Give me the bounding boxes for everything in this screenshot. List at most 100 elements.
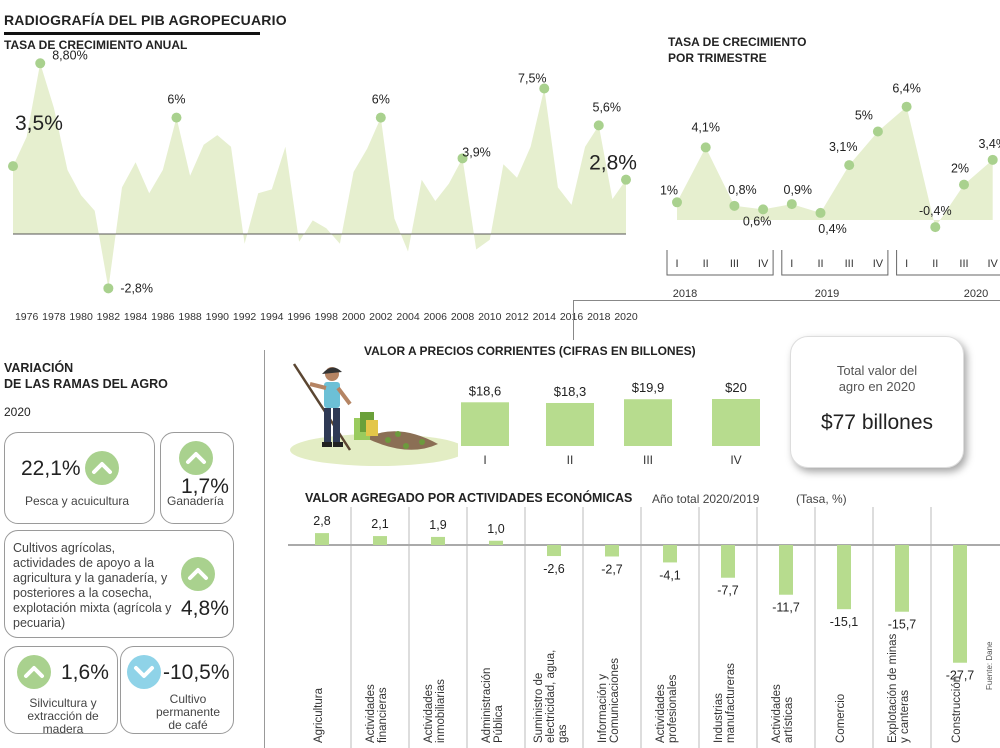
agregado-bar-label: 2,8: [313, 514, 330, 528]
annual-tick-label: 1998: [315, 311, 339, 323]
agregado-bar: [779, 545, 793, 595]
quarterly-point-label: 0,4%: [818, 222, 847, 236]
agregado-bar: [721, 545, 735, 578]
agregado-bar-label: -15,7: [888, 618, 917, 632]
quarterly-year-label: 2020: [964, 288, 988, 300]
total-card: Total valor del agro en 2020 $77 billone…: [790, 336, 964, 468]
rama-label: Cultivo permanente de café: [155, 692, 221, 732]
valor-category-label: I: [483, 453, 486, 467]
quarter-label: III: [959, 258, 968, 270]
annual-tick-label: 1978: [42, 311, 66, 323]
annual-point: [457, 153, 468, 164]
annual-tick-label: 2018: [587, 311, 611, 323]
valor-bar-label: $18,3: [554, 384, 587, 399]
annual-point-label: -2,8%: [120, 281, 153, 295]
quarter-label: II: [703, 258, 709, 270]
annual-tick-label: 1996: [287, 311, 311, 323]
agregado-bar: [837, 545, 851, 610]
quarterly-growth-chart: 1% 4,1% 0,8% 0,6% 0,9% 0,4% 3,1% 5% 6,4% -0,4% 2% 3…: [660, 82, 1000, 300]
annual-tick-label: 1976: [15, 311, 39, 323]
rama-value: 1,6%: [61, 661, 109, 684]
arrow-down-icon: [127, 655, 161, 689]
agregado-category-label: Agricultura: [313, 687, 325, 743]
rama-value: 22,1%: [21, 457, 81, 480]
quarterly-point: [729, 200, 740, 211]
annual-tick-label: 2000: [342, 311, 366, 323]
annual-point: [8, 161, 18, 172]
valor-bar-label: $18,6: [469, 383, 502, 398]
quarterly-year-label: 2019: [815, 288, 839, 300]
annual-point: [171, 112, 182, 123]
agregado-bar-label: -2,7: [601, 562, 623, 576]
quarterly-point: [987, 154, 998, 165]
annual-point: [539, 83, 550, 94]
annual-point-label: 7,5%: [518, 72, 547, 86]
annual-area: [13, 63, 626, 289]
quarterly-point: [700, 142, 711, 153]
agregado-category-label: Suministro deelectricidad, agua,gas: [533, 650, 569, 743]
quarterly-point-label: 5%: [855, 109, 873, 123]
annual-tick-label: 1994: [260, 311, 284, 323]
rama-value: 1,7%: [181, 475, 229, 498]
quarterly-point: [758, 204, 769, 215]
annual-tick-label: 1984: [124, 311, 148, 323]
agregado-bar-chart: 2,8 Agricultura 2,1 Actividadesfinancieras 1…: [288, 507, 1000, 748]
agregado-category-label: Actividadesinmobiliarias: [423, 679, 447, 743]
year-bracket: [666, 250, 774, 276]
annual-tick-label: 2012: [505, 311, 529, 323]
annual-point: [621, 174, 631, 185]
agregado-bar-label: -2,6: [543, 562, 565, 576]
valor-category-label: IV: [730, 453, 741, 467]
quarterly-point-label: 6,4%: [892, 82, 921, 96]
quarterly-point-label: 3,1%: [829, 140, 858, 154]
annual-point-label: 3,9%: [462, 145, 491, 159]
agregado-title: VALOR AGREGADO POR ACTIVIDADES ECONÓMICA…: [305, 491, 633, 505]
valor-bar: [624, 399, 672, 446]
section-divider-v: [573, 300, 574, 340]
valor-bar: [546, 402, 594, 446]
annual-tick-label: 2002: [369, 311, 393, 323]
rama-label: Cultivos agrícolas, actividades de apoyo…: [13, 541, 172, 630]
annual-tick-label: 2006: [424, 311, 448, 323]
valor-category-label: II: [567, 453, 574, 467]
quarter-label: I: [905, 258, 908, 270]
annual-point: [593, 120, 604, 131]
agregado-bar: [895, 545, 909, 612]
quarterly-point-label: 4,1%: [691, 120, 720, 134]
quarter-label: IV: [873, 258, 884, 270]
quarterly-point: [959, 179, 969, 190]
agregado-category-label: Construcción: [951, 676, 963, 743]
arrow-up-icon: [85, 451, 119, 485]
agregado-bar-label: 1,9: [429, 518, 446, 532]
annual-point-label: 8,80%: [52, 50, 87, 62]
annual-tick-label: 1992: [233, 311, 257, 323]
quarterly-point: [786, 199, 797, 210]
agregado-bar: [489, 540, 503, 545]
agregado-category-label: Explotación de minasy canteras: [887, 633, 911, 743]
annual-tick-label: 2010: [478, 311, 502, 323]
annual-tick-label: 1990: [206, 311, 230, 323]
agregado-category-label: Comercio: [835, 694, 847, 743]
quarterly-title-line2: POR TRIMESTRE: [668, 51, 767, 65]
agregado-bar: [663, 545, 677, 563]
quarterly-point: [672, 197, 682, 208]
annual-tick-label: 2020: [614, 311, 638, 323]
ramas-title-line1: VARIACIÓN: [4, 361, 74, 375]
annual-point-label: 6%: [167, 93, 185, 107]
quarterly-year-label: 2018: [673, 288, 697, 300]
quarter-label: III: [845, 258, 854, 270]
annual-point-label: 2,8%: [589, 152, 637, 175]
agregado-subtitle: Año total 2020/2019: [652, 492, 760, 506]
annual-tick-label: 2014: [533, 311, 557, 323]
arrow-up-icon: [181, 557, 215, 591]
rama-card-pesca: 22,1% Pesca y acuicultura: [4, 432, 155, 524]
agregado-bar-label: -11,7: [772, 601, 800, 615]
annual-tick-label: 1982: [97, 311, 121, 323]
annual-tick-label: 2008: [451, 311, 475, 323]
agregado-category-label: Actividadesprofesionales: [655, 674, 679, 743]
rama-card-cafe: -10,5% Cultivo permanente de café: [120, 646, 234, 734]
annual-tick-label: 2004: [396, 311, 420, 323]
quarterly-point: [844, 160, 855, 171]
quarterly-point-label: 0,9%: [784, 183, 813, 197]
section-divider-h: [573, 300, 1000, 301]
